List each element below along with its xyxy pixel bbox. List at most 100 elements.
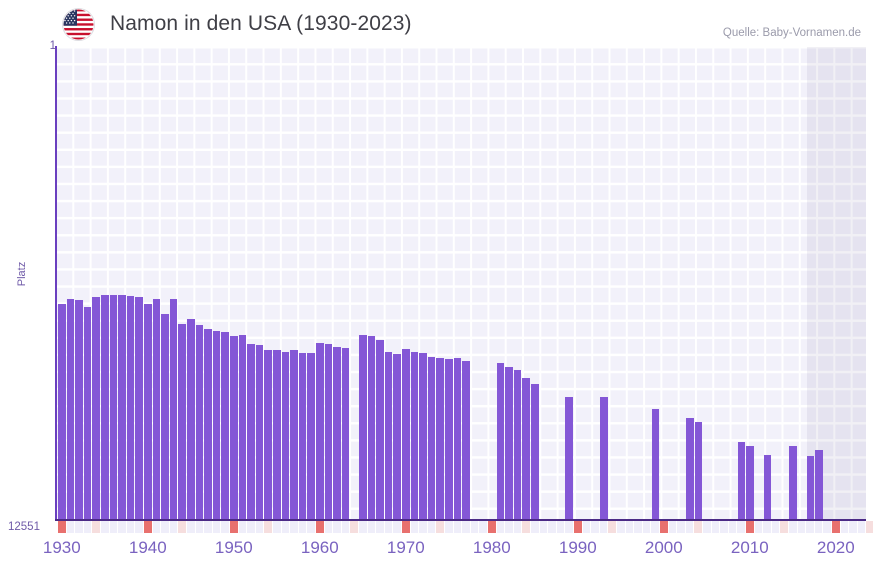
bar-1959[interactable]	[316, 343, 324, 520]
bar-1948[interactable]	[221, 332, 229, 520]
bar-1952[interactable]	[255, 345, 264, 520]
bar-1965[interactable]	[367, 336, 376, 520]
x-tick-empty	[101, 521, 109, 533]
x-tick-empty	[840, 521, 849, 533]
bar-1984[interactable]	[531, 384, 539, 520]
bar-1935[interactable]	[109, 295, 118, 520]
bar-1967[interactable]	[384, 352, 393, 520]
x-tick-empty	[83, 521, 92, 533]
bar-2002[interactable]	[686, 418, 694, 520]
bar-1960[interactable]	[324, 344, 333, 520]
bar-2008[interactable]	[737, 442, 746, 520]
bar-1956[interactable]	[290, 350, 298, 520]
x-tick-major	[832, 521, 840, 533]
plot-area	[56, 47, 866, 520]
x-tick-minor	[350, 521, 358, 533]
bar-2009[interactable]	[746, 446, 754, 520]
bar-2014[interactable]	[789, 446, 797, 520]
bar-1957[interactable]	[298, 353, 307, 520]
x-tick-empty	[126, 521, 135, 533]
x-tick-empty	[823, 521, 831, 533]
bar-1972[interactable]	[427, 357, 436, 520]
bar-1962[interactable]	[341, 348, 350, 520]
bar-1982[interactable]	[513, 370, 522, 520]
x-tick-label-1930: 1930	[42, 538, 81, 557]
bar-1930[interactable]	[66, 299, 75, 520]
bar-1968[interactable]	[393, 354, 401, 520]
x-tick-empty	[169, 521, 178, 533]
bar-1946[interactable]	[204, 329, 212, 520]
bar-1998[interactable]	[651, 409, 660, 520]
bar-1992[interactable]	[600, 397, 608, 520]
x-tick-empty	[642, 521, 651, 533]
bar-1953[interactable]	[264, 350, 272, 520]
bar-1944[interactable]	[187, 319, 195, 520]
x-tick-empty	[728, 521, 737, 533]
bar-1937[interactable]	[126, 296, 135, 520]
bar-1961[interactable]	[333, 347, 341, 520]
bar-2003[interactable]	[694, 422, 703, 520]
bar-1955[interactable]	[281, 352, 290, 520]
x-tick-empty	[75, 521, 83, 533]
x-tick-empty	[290, 521, 298, 533]
bar-2016[interactable]	[806, 456, 815, 520]
bar-1973[interactable]	[436, 358, 444, 520]
bar-1943[interactable]	[178, 324, 186, 520]
bar-1941[interactable]	[161, 314, 169, 520]
x-tick-empty	[634, 521, 642, 533]
x-tick-major	[58, 521, 66, 533]
x-tick-label-1970: 1970	[386, 538, 425, 557]
bar-1938[interactable]	[135, 297, 143, 520]
x-tick-empty	[479, 521, 487, 533]
bar-1969[interactable]	[402, 349, 410, 520]
bar-1971[interactable]	[419, 353, 427, 520]
bar-1949[interactable]	[230, 336, 238, 520]
x-tick-empty	[333, 521, 341, 533]
bar-1932[interactable]	[83, 307, 92, 520]
bar-1976[interactable]	[462, 361, 470, 520]
bar-1988[interactable]	[565, 397, 573, 520]
x-tick-major	[316, 521, 324, 533]
x-tick-empty	[677, 521, 685, 533]
bar-1964[interactable]	[359, 335, 367, 520]
x-tick-major	[488, 521, 496, 533]
bar-1939[interactable]	[144, 304, 152, 520]
bar-1958[interactable]	[307, 353, 315, 520]
bar-1933[interactable]	[92, 297, 100, 520]
x-tick-empty	[548, 521, 556, 533]
bar-series	[56, 47, 866, 520]
bar-1931[interactable]	[75, 300, 83, 520]
bar-1951[interactable]	[247, 344, 255, 520]
x-tick-minor	[178, 521, 186, 533]
bar-1934[interactable]	[101, 295, 109, 520]
bar-1950[interactable]	[238, 335, 247, 520]
bar-1975[interactable]	[453, 358, 462, 520]
bar-1980[interactable]	[496, 363, 505, 520]
bar-1945[interactable]	[195, 325, 204, 520]
bar-2011[interactable]	[763, 455, 772, 520]
x-tick-empty	[341, 521, 350, 533]
bar-1942[interactable]	[169, 299, 178, 520]
x-tick-empty	[118, 521, 126, 533]
x-tick-minor	[522, 521, 530, 533]
bar-1940[interactable]	[152, 299, 161, 520]
x-tick-minor	[866, 521, 873, 533]
bar-1954[interactable]	[273, 350, 281, 520]
bar-1983[interactable]	[522, 378, 530, 520]
bar-1981[interactable]	[505, 367, 513, 520]
bar-1929[interactable]	[58, 304, 66, 520]
x-tick-empty	[393, 521, 401, 533]
bar-1974[interactable]	[445, 359, 453, 520]
x-tick-empty	[307, 521, 315, 533]
bar-1970[interactable]	[410, 352, 419, 520]
x-tick-empty	[427, 521, 436, 533]
bar-2017[interactable]	[815, 450, 823, 520]
x-tick-minor	[780, 521, 788, 533]
bar-1936[interactable]	[118, 295, 126, 520]
x-tick-empty	[539, 521, 548, 533]
bar-1966[interactable]	[376, 340, 384, 520]
page-title: Namon in den USA (1930-2023)	[110, 12, 412, 35]
bar-1947[interactable]	[212, 331, 221, 520]
x-tick-empty	[187, 521, 195, 533]
